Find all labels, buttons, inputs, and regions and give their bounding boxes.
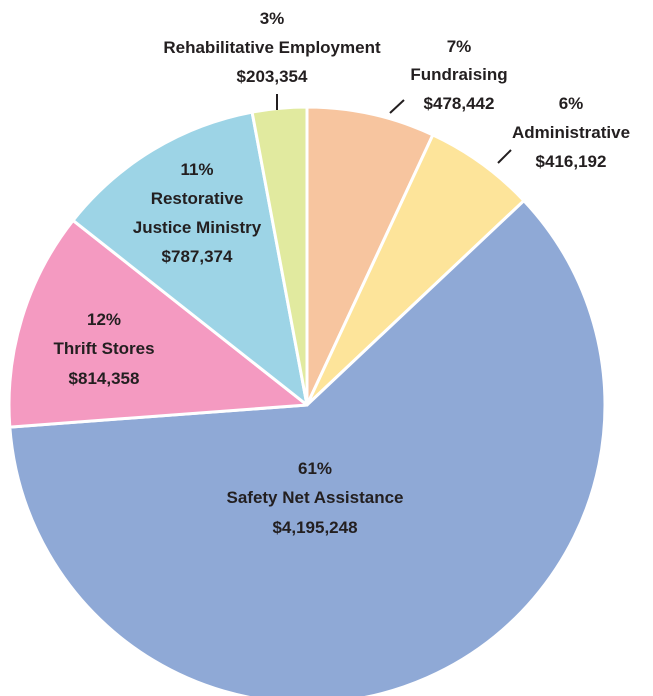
pie-slices <box>7 105 607 696</box>
pie-slice-restorative-justice-ministry <box>71 110 309 407</box>
pie-slice-thrift-stores <box>7 218 309 429</box>
leader-line-administrative <box>497 149 512 164</box>
pie-slice-safety-net-assistance <box>8 199 607 696</box>
slice-label-restorative-justice-ministry: 11% Restorative Justice Ministry $787,374 <box>133 160 262 266</box>
slice-name-label: Fundraising <box>410 65 507 84</box>
slice-value-label: $416,192 <box>536 152 607 171</box>
leader-line-fundraising <box>389 99 405 114</box>
slice-name-label: Safety Net Assistance <box>226 488 403 507</box>
slice-label-safety-net-assistance: 61% Safety Net Assistance $4,195,248 <box>226 459 403 537</box>
slice-name-label: Administrative <box>512 123 630 142</box>
pie-slice-rehabilitative-employment <box>250 105 309 407</box>
slice-label-thrift-stores: 12% Thrift Stores $814,358 <box>53 310 154 388</box>
slice-value-label: $4,195,248 <box>272 518 357 537</box>
slice-name-label: Rehabilitative Employment <box>163 38 381 57</box>
pie-slice-fundraising <box>305 105 435 407</box>
slice-percent-label: 12% <box>87 310 121 329</box>
slice-labels: 7% Fundraising $478,442 6% Administrative $41… <box>53 9 630 537</box>
slice-label-fundraising: 7% Fundraising $478,442 <box>410 37 507 113</box>
slice-percent-label: 6% <box>559 94 584 113</box>
slice-value-label: $814,358 <box>69 369 140 388</box>
slice-name-label: Thrift Stores <box>53 339 154 358</box>
slice-percent-label: 7% <box>447 37 472 56</box>
slice-name-label: Justice Ministry <box>133 218 262 237</box>
slice-label-administrative: 6% Administrative $416,192 <box>512 94 630 171</box>
slice-value-label: $478,442 <box>424 94 495 113</box>
slice-value-label: $203,354 <box>237 67 308 86</box>
slice-percent-label: 11% <box>180 160 213 179</box>
leader-lines <box>276 94 512 164</box>
slice-label-rehabilitative-employment: 3% Rehabilitative Employment $203,354 <box>163 9 381 86</box>
slice-percent-label: 61% <box>298 459 332 478</box>
slice-percent-label: 3% <box>260 9 285 28</box>
slice-value-label: $787,374 <box>162 247 233 266</box>
slice-name-label: Restorative <box>151 189 244 208</box>
